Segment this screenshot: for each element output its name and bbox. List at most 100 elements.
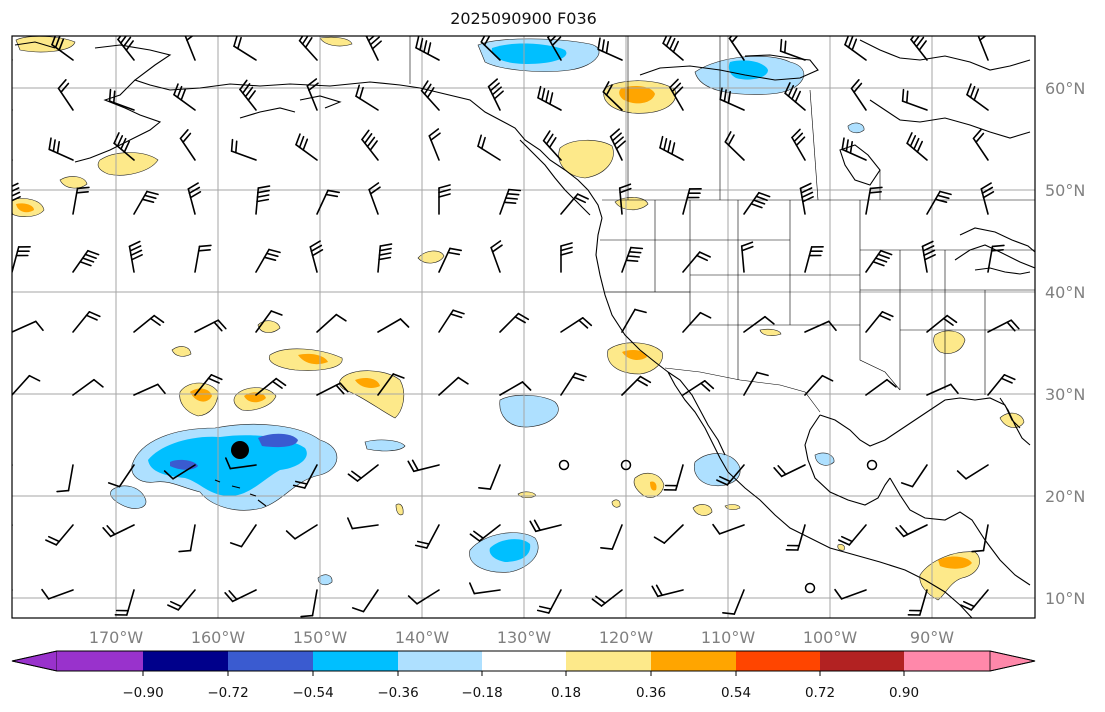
wind-barb-feather [946,314,958,324]
wind-barb [911,464,928,488]
wind-barb-feather [918,40,927,51]
wind-barb [926,383,952,396]
wind-barb-feather [626,255,641,258]
wind-barb [240,524,257,548]
wind-barb-feather [764,315,775,325]
wind-barb-feather [597,37,601,51]
wind-barb-feather [905,90,909,104]
wind-barb-feather [483,36,491,46]
wind-barb-feather [977,36,980,37]
wind-barb [255,310,273,333]
wind-barb-feather [117,36,122,41]
wind-barb-feather [755,195,768,201]
wind-barb-feather [369,36,380,46]
wind-barb-feather [877,253,890,260]
yellow-region [611,499,621,508]
wind-barb-feather [457,376,469,385]
wind-barb-feather [347,473,359,482]
wind-barb-feather [184,36,187,37]
wind-barb-feather [972,129,982,140]
wind-barb-feather [671,82,682,93]
lon-label: 160°W [191,628,246,647]
wind-barb-feather [723,89,727,103]
wind-barb-feather [125,40,134,51]
wind-barb-feather [728,36,733,40]
wind-barb [621,308,636,333]
wind-barb [12,589,13,592]
wind-barb-feather [671,142,676,155]
wind-barb-feather [167,604,180,611]
wind-barb-feather [327,189,341,194]
wind-barb-feather [130,249,143,257]
wind-barb-feather [609,128,621,138]
wind-barb [663,524,684,544]
wind-barb-feather [415,36,420,49]
wind-barb-feather [909,135,917,147]
wind-barb-feather [355,84,361,97]
wind-barb-feather [669,37,676,50]
wind-barb [12,524,13,528]
wind-barb-feather [949,383,959,395]
wind-barb-feather [514,315,526,324]
wind-barb-feather [189,191,202,199]
yellow-region [692,504,713,516]
wind-barb [12,320,37,333]
wind-barb-feather [416,540,430,545]
wind-barb-feather [173,83,179,96]
wind-barb-feather [428,128,440,137]
wind-barb-feather [784,82,791,95]
wind-barb-feather [506,193,520,196]
wind-barb-feather [758,191,771,198]
wind-barb-feather [122,36,132,48]
wind-barb-feather [0,89,4,99]
wind-barb-feather [449,313,463,319]
colorbar-segment [651,651,736,671]
wind-barb-feather [849,141,854,154]
wind-barb-feather [271,380,283,389]
wind-barb-feather [595,595,606,605]
wind-barb-feather [655,584,663,597]
wind-barb-feather [662,36,668,45]
wind-barb-feather [447,251,461,256]
wind-barb-feather [207,377,220,384]
wind-barb-feather [900,482,914,488]
wind-barb [377,373,395,396]
wind-barb-feather [468,582,476,595]
wind-barb-feather [369,140,378,151]
wind-barb-feather [438,188,451,194]
wind-barb-feather [414,544,428,549]
blue-region [814,452,835,466]
wind-barb-feather [982,191,995,199]
colorbar-segment [313,651,398,671]
wind-barb [189,524,196,552]
wind-barb-feather [263,256,277,262]
wind-barb-feather [795,136,806,147]
wind-barb-feather [973,88,980,101]
colorbar-tick-label: −0.54 [292,685,333,701]
wind-barb [718,524,745,535]
wind-barb-feather [52,139,56,153]
wind-barb-feather [491,86,502,96]
wind-barb [12,108,13,111]
wind-barb-feather [449,247,463,252]
wind-barb-feather [51,36,57,46]
wind-barb-feather [573,196,587,204]
wind-barb-feather [545,133,554,145]
wind-barb-feather [853,82,863,93]
wind-barb-feather [84,253,97,260]
wind-barb-feather [76,186,90,190]
wind-barb [438,376,460,396]
wind-barb-feather [834,588,843,600]
wind-barb [229,464,257,470]
wind-barb-feather [298,36,304,42]
wind-barb [351,524,379,530]
wind-barb-feather [934,198,948,203]
wind-barb-feather [727,91,732,104]
wind-barb-feather [625,259,639,263]
wind-barb-feather [841,137,845,151]
wind-barb [362,589,379,613]
wind-barb-feather [310,244,323,252]
wind-barb-feather [910,36,915,41]
colorbar-segment [398,651,482,671]
wind-barb-feather [712,523,721,535]
